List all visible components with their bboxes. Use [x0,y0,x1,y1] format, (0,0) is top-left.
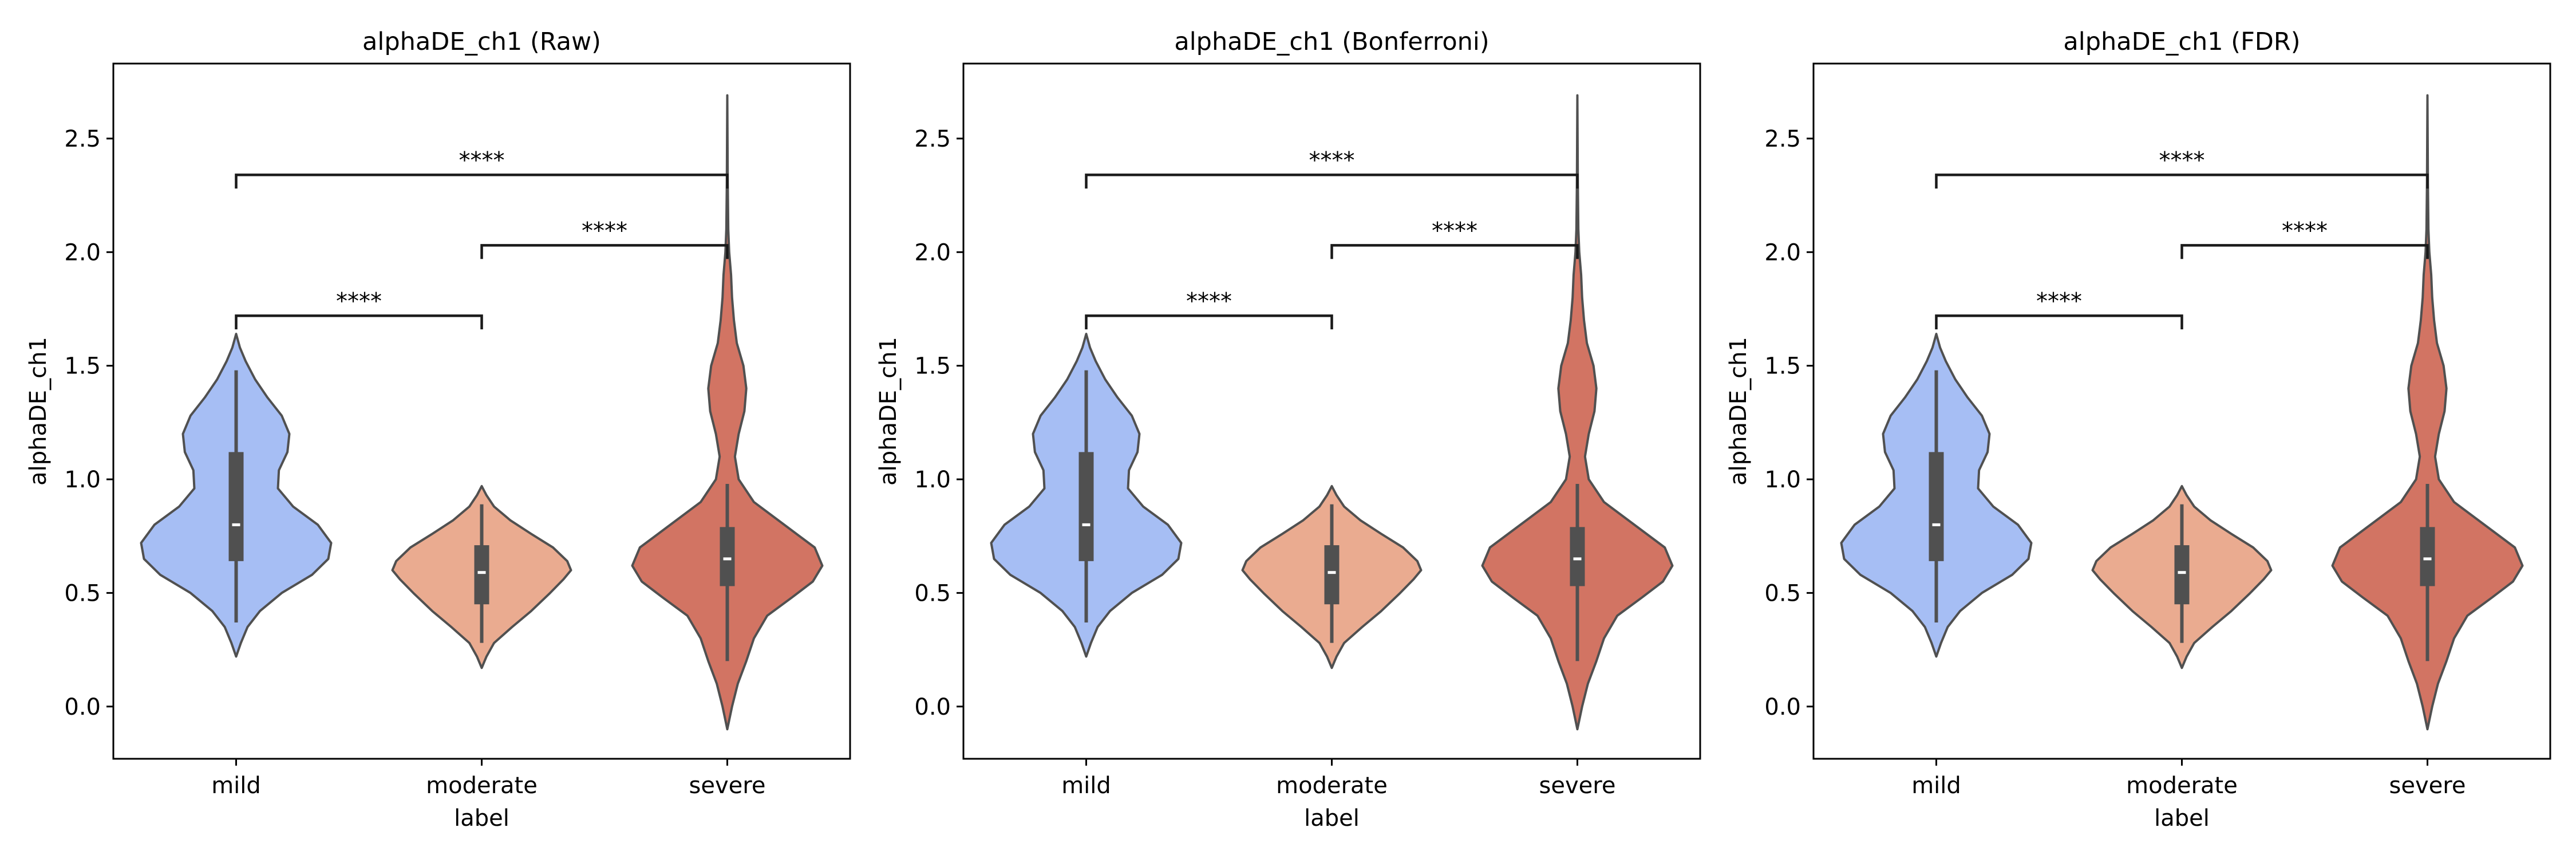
violin-severe [631,94,824,731]
iqr-box-severe [720,527,735,586]
x-tick-label: severe [1539,773,1616,799]
violin-severe [2331,94,2524,731]
significance-bracket [1085,314,1333,330]
iqr-box-mild [228,452,244,561]
x-tick-label: mild [211,773,261,799]
y-tick-label: 0.5 [914,580,951,606]
x-tick-label: moderate [1276,773,1388,799]
y-tick-label: 1.5 [914,353,951,380]
y-tick-label: 2.0 [1764,239,1801,266]
significance-bracket [1935,174,2429,189]
y-tick-label: 0.5 [1764,580,1801,606]
iqr-box-moderate [2174,545,2190,605]
iqr-box-moderate [474,545,489,605]
x-tick-label: mild [1911,773,1961,799]
y-tick-label: 1.0 [1764,467,1801,493]
significance-bracket [1330,244,1579,259]
y-axis-label: alphaDE_ch1 [1725,337,1752,486]
y-tick-label: 0.0 [1764,694,1801,720]
y-tick-label: 1.0 [914,467,951,493]
y-axis-label: alphaDE_ch1 [25,337,52,486]
significance-label: **** [1432,218,1477,244]
x-tick-label: severe [689,773,766,799]
significance-label: **** [2282,218,2328,244]
chart-title: alphaDE_ch1 (FDR) [2063,27,2300,56]
x-tick-label: moderate [2126,773,2238,799]
y-tick-label: 1.0 [64,467,101,493]
significance-label: **** [1186,288,1232,314]
significance-label: **** [582,218,627,244]
iqr-box-mild [1078,452,1094,561]
chart-panel-1: alphaDE_ch1 (Raw) **** **** **** 0.0 0.5 1.0 1.… [25,27,851,832]
x-axis-label: label [2154,805,2210,832]
x-axis-label: label [454,805,509,832]
significance-label: **** [2036,288,2082,314]
significance-label: **** [1309,147,1355,174]
y-tick-label: 0.0 [914,694,951,720]
x-tick-label: severe [2389,773,2466,799]
significance-bracket [2180,244,2429,259]
x-tick-label: mild [1061,773,1111,799]
significance-bracket [1935,314,2183,330]
iqr-box-moderate [1324,545,1340,605]
y-tick-label: 2.5 [64,126,101,152]
chart-title: alphaDE_ch1 (Raw) [362,27,601,56]
significance-bracket [480,244,729,259]
y-tick-label: 0.0 [64,694,101,720]
y-tick-label: 2.5 [1764,126,1801,152]
significance-label: **** [2159,147,2205,174]
y-axis-label: alphaDE_ch1 [875,337,902,486]
significance-label: **** [459,147,505,174]
y-tick-label: 2.0 [64,239,101,266]
chart-panel-3: alphaDE_ch1 (FDR) **** **** **** 0.0 0.5 1.0 1.… [1725,27,2551,832]
violin-severe [1481,94,1674,731]
y-tick-label: 1.5 [1764,353,1801,380]
significance-label: **** [336,288,382,314]
significance-bracket [1085,174,1579,189]
chart-panel-2: alphaDE_ch1 (Bonferroni) **** **** **** 0.0 0… [875,27,1701,832]
iqr-box-mild [1929,452,1944,561]
y-tick-label: 2.0 [914,239,951,266]
iqr-box-severe [2420,527,2435,586]
x-tick-label: moderate [426,773,538,799]
significance-bracket [235,174,729,189]
iqr-box-severe [1570,527,1585,586]
x-axis-label: label [1304,805,1360,832]
y-tick-label: 1.5 [64,353,101,380]
y-tick-label: 0.5 [64,580,101,606]
y-tick-label: 2.5 [914,126,951,152]
significance-bracket [235,314,483,330]
chart-title: alphaDE_ch1 (Bonferroni) [1174,27,1489,56]
